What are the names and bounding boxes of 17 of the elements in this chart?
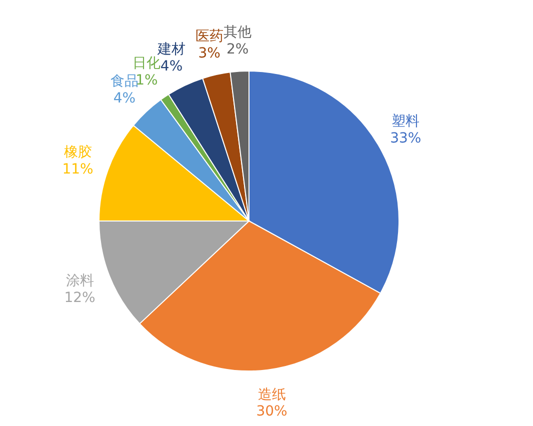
data-label: 33%: [390, 130, 422, 146]
slice-label: 涂料: [66, 273, 94, 290]
data-label: 4%: [160, 58, 183, 74]
slice-label: 日化: [132, 56, 161, 72]
data-label: 11%: [62, 161, 94, 178]
data-label: 4%: [113, 90, 136, 106]
data-label: 2%: [226, 41, 249, 58]
slice-label: 其他: [224, 24, 252, 41]
slice-label: 食品: [110, 74, 138, 90]
slice-label: 建材: [156, 42, 186, 58]
data-label: 30%: [256, 404, 288, 420]
slice-label: 医药: [195, 28, 224, 45]
data-label: 3%: [198, 45, 220, 62]
slice-label: 塑料: [392, 114, 420, 130]
slice-label: 造纸: [258, 386, 286, 403]
data-label: 12%: [64, 290, 96, 306]
slice-label: 橡胶: [64, 144, 92, 161]
